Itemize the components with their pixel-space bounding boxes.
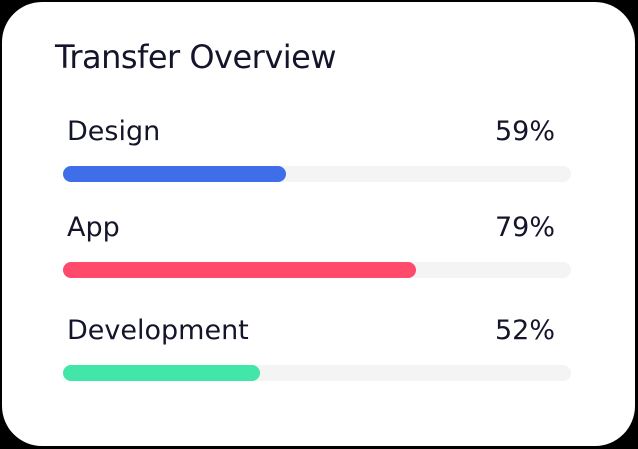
progress-row-app: App 79% [63,210,571,282]
progress-track [63,262,571,278]
progress-row-development: Development 52% [63,313,571,385]
progress-track [63,166,571,182]
card-title: Transfer Overview [55,38,337,76]
progress-fill [63,166,286,182]
progress-percent: 79% [494,212,555,243]
progress-percent: 59% [494,116,555,147]
progress-percent: 52% [494,315,555,346]
progress-label: App [67,212,120,243]
progress-track [63,365,571,381]
progress-fill [63,262,416,278]
progress-label: Design [67,116,161,147]
progress-row-design: Design 59% [63,114,571,186]
progress-label: Development [67,315,249,346]
progress-fill [63,365,260,381]
